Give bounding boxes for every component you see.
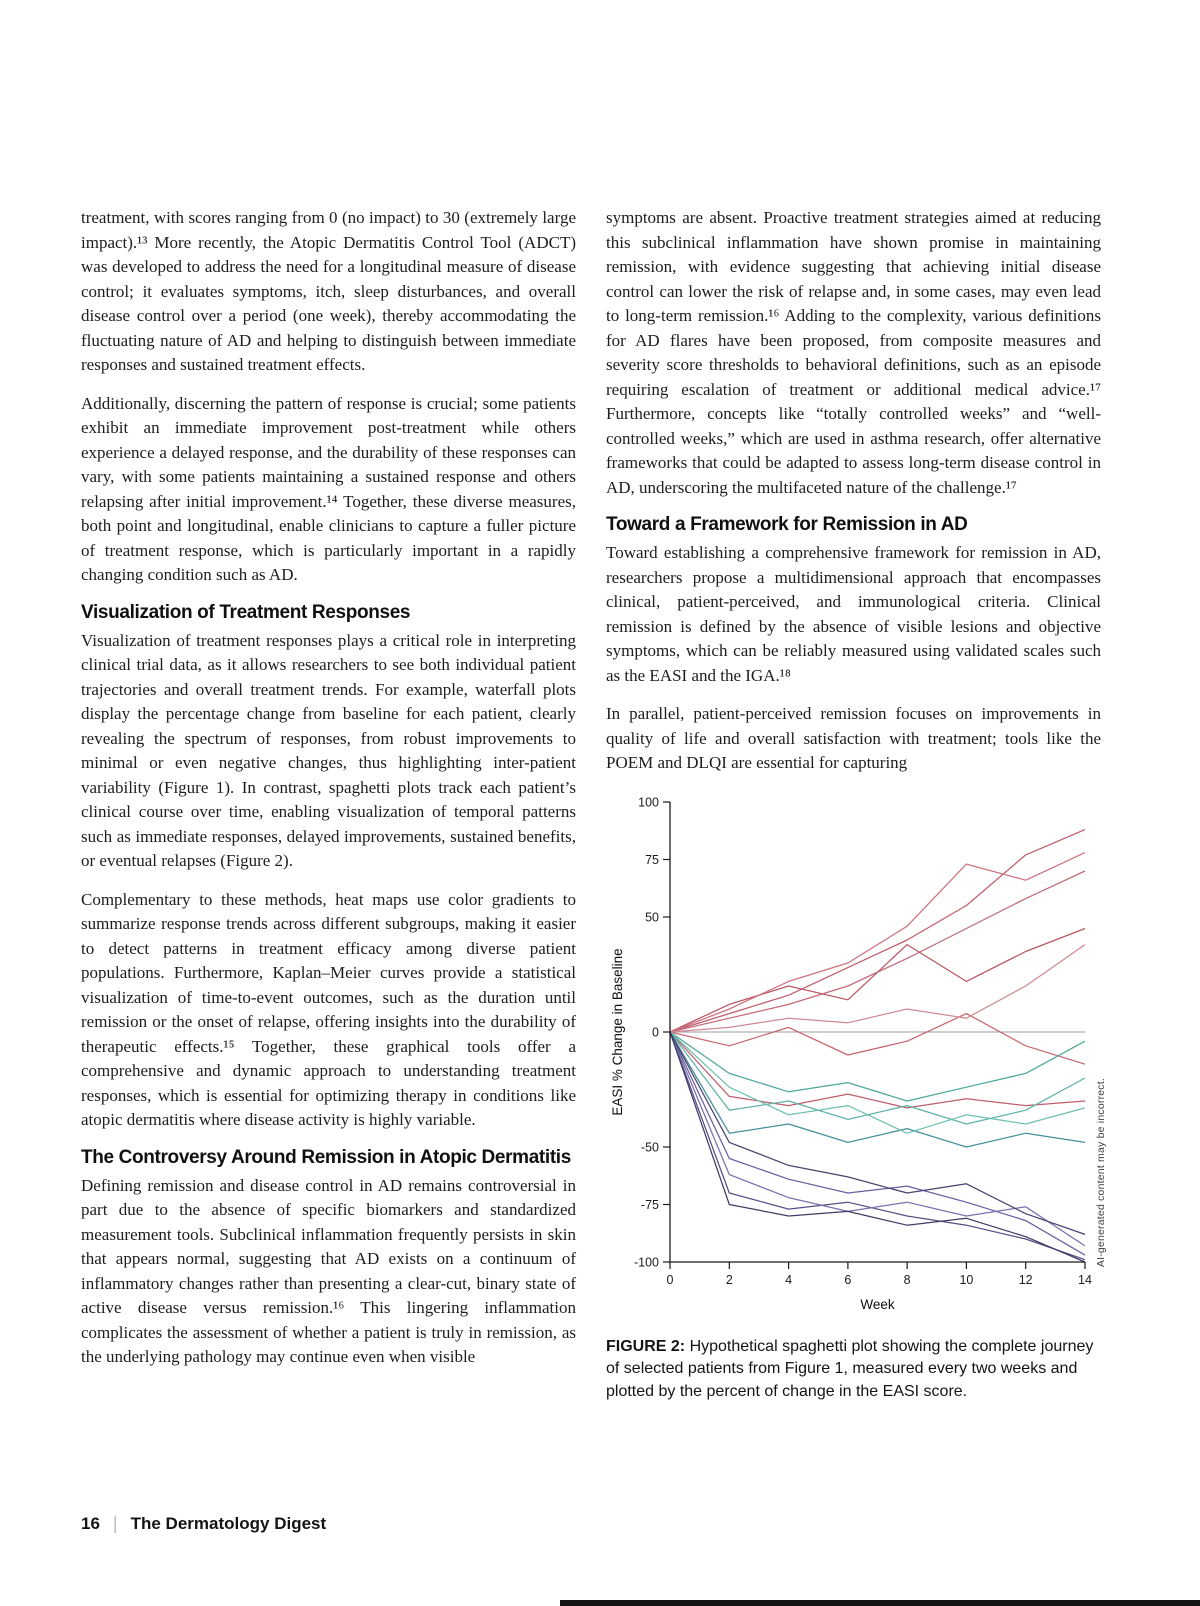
spaghetti-plot-container: 100 75 50 0 -50 -75 -100 0 2 4 6 8 10 12 14 Week EASI % … bbox=[606, 790, 1107, 1320]
body-paragraph: Toward establishing a comprehensive fram… bbox=[606, 543, 1101, 685]
body-paragraph: Visualization of treatment responses pla… bbox=[81, 630, 576, 871]
svg-text:12: 12 bbox=[1019, 1273, 1033, 1287]
section-heading-framework: Toward a Framework for Remission in AD bbox=[606, 514, 968, 535]
publication-name: The Dermatology Digest bbox=[130, 1513, 327, 1533]
svg-text:0: 0 bbox=[667, 1273, 674, 1287]
page-number: 16 bbox=[81, 1513, 100, 1533]
left-column: treatment, with scores ranging from 0 (n… bbox=[81, 206, 576, 1403]
svg-text:-75: -75 bbox=[641, 1198, 659, 1212]
figure-2: 100 75 50 0 -50 -75 -100 0 2 4 6 8 10 12 14 Week EASI % … bbox=[606, 790, 1107, 1404]
svg-text:50: 50 bbox=[645, 910, 659, 924]
figure-caption-label: FIGURE 2: bbox=[606, 1337, 686, 1355]
page-edge-artifact bbox=[560, 1600, 1200, 1606]
body-paragraph: In parallel, patient-perceived remission… bbox=[606, 704, 1101, 772]
section-heading-controversy: The Controversy Around Remission in Atop… bbox=[81, 1146, 571, 1168]
svg-text:Week: Week bbox=[860, 1297, 895, 1312]
svg-text:2: 2 bbox=[726, 1273, 733, 1287]
svg-text:6: 6 bbox=[844, 1273, 851, 1287]
figure-caption-text: Hypothetical spaghetti plot showing the … bbox=[606, 1337, 1094, 1400]
svg-text:14: 14 bbox=[1078, 1273, 1092, 1287]
svg-text:EASI % Change in Baseline: EASI % Change in Baseline bbox=[610, 948, 625, 1115]
svg-text:100: 100 bbox=[638, 795, 659, 809]
svg-text:-50: -50 bbox=[641, 1140, 659, 1154]
svg-text:75: 75 bbox=[645, 853, 659, 867]
page-footer: 16 | The Dermatology Digest bbox=[81, 1513, 326, 1534]
right-column: symptoms are absent. Proactive treatment… bbox=[606, 206, 1107, 1404]
svg-text:4: 4 bbox=[785, 1273, 792, 1287]
footer-separator: | bbox=[112, 1513, 118, 1533]
body-paragraph: Additionally, discerning the pattern of … bbox=[81, 393, 576, 585]
svg-text:10: 10 bbox=[959, 1273, 973, 1287]
spaghetti-plot-chart: 100 75 50 0 -50 -75 -100 0 2 4 6 8 10 12 14 Week EASI % … bbox=[610, 795, 1092, 1312]
svg-text:-100: -100 bbox=[634, 1255, 659, 1269]
body-paragraph: symptoms are absent. Proactive treatment… bbox=[606, 208, 1101, 497]
section-heading-visualization: Visualization of Treatment Responses bbox=[81, 601, 411, 623]
ai-watermark-text: AI-generated content may be incorrect. bbox=[1095, 1078, 1107, 1268]
two-column-body: treatment, with scores ranging from 0 (n… bbox=[81, 206, 1107, 1404]
svg-text:0: 0 bbox=[652, 1025, 659, 1039]
svg-text:8: 8 bbox=[904, 1273, 911, 1287]
body-paragraph: treatment, with scores ranging from 0 (n… bbox=[81, 208, 576, 374]
body-paragraph: Complementary to these methods, heat map… bbox=[81, 889, 576, 1130]
body-paragraph: Defining remission and disease control i… bbox=[81, 1175, 576, 1367]
figure-caption: FIGURE 2: Hypothetical spaghetti plot sh… bbox=[606, 1336, 1101, 1404]
